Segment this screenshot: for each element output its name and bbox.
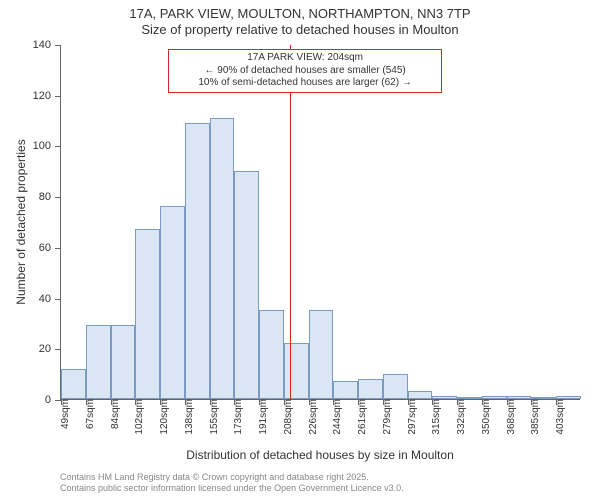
y-tick [55, 45, 61, 46]
histogram-bar [309, 310, 334, 399]
footer-line-2: Contains public sector information licen… [60, 483, 404, 494]
y-tick-label: 120 [33, 90, 51, 102]
histogram-bar [185, 123, 210, 399]
annotation-line: ← 90% of detached houses are smaller (54… [175, 65, 435, 78]
histogram-bar [383, 374, 408, 399]
x-tick-label: 173sqm [233, 399, 244, 435]
x-tick-label: 191sqm [258, 399, 269, 435]
y-tick-label: 80 [39, 191, 51, 203]
x-tick-label: 244sqm [332, 399, 343, 435]
x-tick-label: 120sqm [159, 399, 170, 435]
footer-text: Contains HM Land Registry data © Crown c… [60, 472, 404, 494]
annotation-line: 10% of semi-detached houses are larger (… [175, 77, 435, 90]
x-tick-label: 279sqm [382, 399, 393, 435]
x-tick-label: 368sqm [506, 399, 517, 435]
chart-container: 17A, PARK VIEW, MOULTON, NORTHAMPTON, NN… [0, 0, 600, 500]
y-tick [55, 248, 61, 249]
x-tick-label: 332sqm [456, 399, 467, 435]
x-tick-label: 138sqm [184, 399, 195, 435]
x-tick-label: 49sqm [60, 399, 71, 429]
annotation-line: 17A PARK VIEW: 204sqm [175, 52, 435, 65]
chart-title-line1: 17A, PARK VIEW, MOULTON, NORTHAMPTON, NN… [0, 6, 600, 21]
histogram-bar [333, 381, 358, 399]
y-tick [55, 299, 61, 300]
y-tick-label: 100 [33, 140, 51, 152]
histogram-bar [135, 229, 160, 399]
x-tick-label: 385sqm [530, 399, 541, 435]
y-tick-label: 0 [45, 394, 51, 406]
y-axis-label: Number of detached properties [14, 139, 28, 304]
y-tick [55, 146, 61, 147]
chart-title-line2: Size of property relative to detached ho… [0, 22, 600, 37]
y-tick-label: 40 [39, 293, 51, 305]
histogram-bar [358, 379, 383, 399]
histogram-bar [61, 369, 86, 399]
x-tick-label: 403sqm [555, 399, 566, 435]
histogram-bar [210, 118, 235, 399]
plot-area: 02040608010012014049sqm67sqm84sqm102sqm1… [60, 45, 580, 400]
histogram-bar [234, 171, 259, 399]
y-tick [55, 349, 61, 350]
histogram-bar [111, 325, 136, 399]
x-axis-label: Distribution of detached houses by size … [60, 448, 580, 462]
x-tick-label: 102sqm [134, 399, 145, 435]
histogram-bar [284, 343, 309, 399]
y-tick-label: 140 [33, 39, 51, 51]
footer-line-1: Contains HM Land Registry data © Crown c… [60, 472, 404, 483]
x-tick-label: 226sqm [308, 399, 319, 435]
x-tick-label: 315sqm [431, 399, 442, 435]
histogram-bar [259, 310, 284, 399]
annotation-box: 17A PARK VIEW: 204sqm← 90% of detached h… [168, 49, 442, 93]
histogram-bar [160, 206, 185, 399]
reference-line [290, 45, 291, 399]
y-tick [55, 96, 61, 97]
histogram-bar [86, 325, 111, 399]
x-tick-label: 84sqm [110, 399, 121, 429]
y-tick-label: 20 [39, 343, 51, 355]
histogram-bar [408, 391, 433, 399]
y-tick [55, 197, 61, 198]
x-tick-label: 155sqm [209, 399, 220, 435]
x-tick-label: 261sqm [357, 399, 368, 435]
x-tick-label: 297sqm [407, 399, 418, 435]
x-tick-label: 350sqm [481, 399, 492, 435]
y-tick-label: 60 [39, 242, 51, 254]
x-tick-label: 208sqm [283, 399, 294, 435]
x-tick-label: 67sqm [85, 399, 96, 429]
